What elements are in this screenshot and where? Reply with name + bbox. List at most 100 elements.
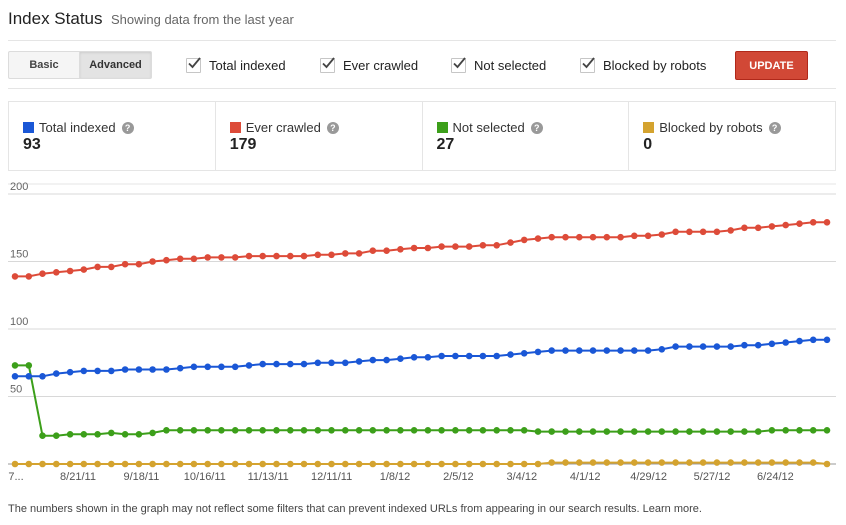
data-point [135, 366, 143, 373]
filter-total-indexed[interactable]: Total indexed [186, 56, 286, 74]
update-button[interactable]: UPDATE [735, 51, 808, 80]
filter-not-selected[interactable]: Not selected [451, 56, 546, 74]
metric-value: 27 [436, 136, 455, 153]
data-point [479, 460, 487, 468]
filter-blocked-by-robots[interactable]: Blocked by robots [580, 56, 706, 74]
data-point [768, 340, 776, 348]
data-point [94, 367, 101, 375]
page-title: Index Status [8, 9, 103, 28]
checkbox-icon[interactable] [186, 56, 201, 73]
data-point [713, 228, 721, 236]
data-point [369, 247, 377, 254]
data-point [507, 460, 514, 468]
data-point [493, 352, 501, 360]
data-point [176, 460, 184, 468]
y-tick-label: 100 [10, 316, 28, 328]
data-point [548, 459, 555, 466]
data-point [410, 460, 418, 468]
data-point [94, 460, 101, 468]
x-tick-label: 3/4/12 [507, 471, 538, 483]
data-point [631, 459, 638, 466]
checkbox-icon[interactable] [451, 56, 466, 73]
data-point [273, 360, 280, 368]
data-point [534, 348, 542, 356]
metric-label-row: Total indexed ? [23, 120, 134, 135]
checkbox-icon[interactable] [580, 56, 595, 73]
data-point [493, 427, 501, 434]
data-point [782, 339, 789, 346]
data-point [520, 460, 528, 468]
data-point [754, 224, 762, 232]
data-point [11, 373, 19, 380]
metric-label-row: Ever crawled ? [229, 120, 339, 135]
data-point [452, 243, 459, 250]
help-icon[interactable]: ? [530, 121, 543, 134]
filter-label: Blocked by robots [603, 57, 707, 73]
data-point [507, 351, 514, 358]
x-tick-label: 9/18/11 [123, 471, 159, 483]
data-point [713, 459, 721, 466]
data-point [245, 460, 253, 468]
filter-label: Total indexed [209, 57, 286, 73]
data-point [617, 459, 624, 466]
data-point [424, 427, 432, 434]
header-divider [8, 40, 836, 41]
data-point [452, 427, 459, 434]
data-point [259, 360, 267, 368]
data-point [300, 252, 308, 260]
data-point [631, 347, 638, 354]
filter-label: Not selected [474, 57, 547, 73]
data-point [273, 427, 280, 434]
data-point [741, 459, 748, 466]
data-point [355, 427, 363, 434]
data-point [410, 427, 418, 434]
data-point [672, 228, 679, 236]
data-point [493, 242, 501, 249]
data-point [465, 243, 473, 250]
data-point [328, 460, 335, 468]
data-point [424, 354, 432, 361]
filter-ever-crawled[interactable]: Ever crawled [320, 56, 418, 74]
data-point [809, 459, 817, 466]
data-point [672, 459, 679, 466]
help-icon[interactable]: ? [326, 121, 339, 134]
advanced-button[interactable]: Advanced [80, 51, 152, 79]
data-point [80, 367, 88, 375]
basic-button[interactable]: Basic [8, 51, 80, 79]
data-point [53, 432, 60, 439]
data-point [218, 460, 225, 468]
data-point [314, 359, 322, 367]
data-point [66, 431, 74, 438]
data-point [259, 252, 267, 260]
legend-swatch [229, 122, 241, 133]
data-point [672, 343, 679, 350]
data-point [452, 460, 459, 468]
checkbox-icon[interactable] [320, 56, 335, 73]
x-tick-label: 12/11/11 [311, 471, 352, 483]
data-point [741, 428, 748, 435]
data-point [562, 233, 569, 241]
data-point [823, 460, 831, 468]
view-toggle: Basic Advanced [8, 51, 152, 79]
data-point [245, 362, 253, 369]
data-point [727, 428, 734, 435]
data-point [686, 459, 693, 466]
data-point [355, 358, 363, 365]
data-point [603, 233, 611, 241]
data-point [25, 273, 33, 280]
data-point [576, 233, 583, 241]
help-icon[interactable]: ? [768, 121, 781, 134]
data-point [25, 373, 33, 380]
data-point [11, 273, 19, 280]
data-point [53, 370, 60, 377]
data-point [493, 460, 501, 468]
help-icon[interactable]: ? [121, 121, 134, 134]
data-point [383, 427, 390, 434]
metric-total-indexed: Total indexed ? 93 [9, 102, 216, 170]
data-point [699, 459, 707, 466]
data-point [658, 428, 666, 435]
data-point [507, 239, 514, 246]
index-status-chart: 50 100 150 200 7... 8/21/11 9/18/11 10/16/11 11/… [8, 181, 836, 483]
x-tick-label: 6/24/12 [757, 471, 794, 483]
legend-swatch [23, 122, 34, 133]
